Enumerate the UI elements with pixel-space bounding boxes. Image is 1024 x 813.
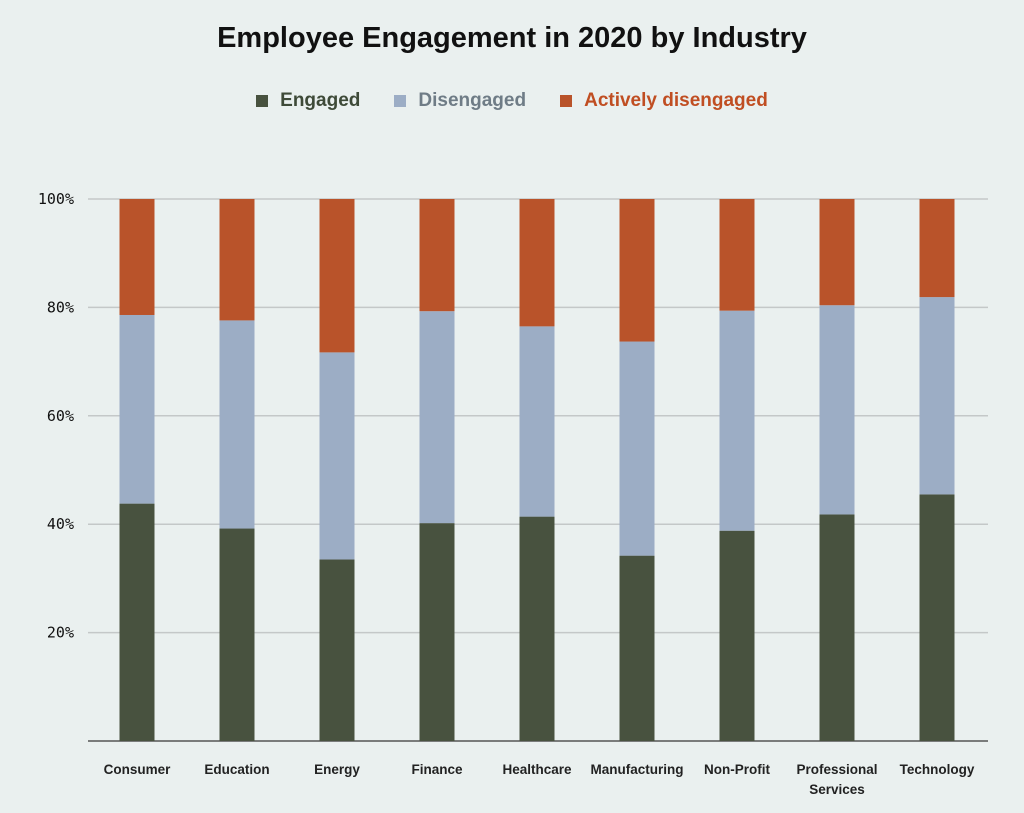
- y-tick-label: 40%: [47, 515, 74, 533]
- y-tick-label: 100%: [38, 190, 74, 208]
- bar-actively-disengaged: [819, 199, 855, 306]
- bar-actively-disengaged: [519, 199, 555, 327]
- bar-disengaged: [319, 352, 355, 560]
- bar-engaged: [619, 555, 655, 741]
- x-tick-label: Healthcare: [502, 762, 572, 777]
- bar-engaged: [419, 523, 455, 741]
- bar-disengaged: [519, 326, 555, 517]
- legend-label: Disengaged: [418, 90, 527, 111]
- bar-engaged: [919, 494, 955, 741]
- bar-engaged: [219, 528, 255, 741]
- legend: Engaged Disengaged Actively disengaged: [0, 90, 1024, 112]
- legend-item-engaged: Engaged: [256, 90, 360, 112]
- bar-actively-disengaged: [119, 199, 155, 315]
- y-tick-label: 80%: [47, 298, 74, 316]
- legend-swatch: [256, 95, 269, 107]
- legend-item-disengaged: Disengaged: [394, 90, 526, 112]
- legend-item-actively-disengaged: Actively disengaged: [560, 90, 768, 112]
- x-tick-label: Non-Profit: [704, 762, 770, 777]
- bar-engaged: [819, 514, 855, 741]
- legend-label: Actively disengaged: [584, 90, 768, 111]
- bar-engaged: [119, 503, 155, 741]
- bar-disengaged: [719, 310, 755, 531]
- x-tick-label: Manufacturing: [591, 762, 684, 777]
- legend-swatch: [560, 95, 573, 107]
- bar-actively-disengaged: [919, 199, 955, 298]
- bar-actively-disengaged: [319, 199, 355, 353]
- y-tick-label: 20%: [47, 624, 74, 642]
- bar-disengaged: [219, 320, 255, 529]
- x-tick-label: Professional: [796, 762, 877, 777]
- chart-title: Employee Engagement in 2020 by Industry: [217, 22, 807, 54]
- x-tick-label: Education: [204, 762, 269, 777]
- bar-engaged: [719, 530, 755, 741]
- legend-label: Engaged: [280, 90, 361, 111]
- y-tick-label: 60%: [47, 407, 74, 425]
- bar-actively-disengaged: [619, 199, 655, 342]
- bar-engaged: [319, 559, 355, 741]
- bar-engaged: [519, 516, 555, 741]
- x-tick-label: Technology: [900, 762, 975, 777]
- bar-disengaged: [419, 311, 455, 524]
- x-tick-label: Services: [809, 782, 865, 797]
- bar-disengaged: [619, 341, 655, 556]
- x-tick-label: Consumer: [104, 762, 172, 777]
- x-tick-label: Finance: [411, 762, 463, 777]
- legend-swatch: [394, 95, 407, 107]
- x-tick-label: Energy: [314, 762, 360, 777]
- bar-actively-disengaged: [719, 199, 755, 311]
- bar-disengaged: [919, 297, 955, 495]
- bar-actively-disengaged: [219, 199, 255, 321]
- bar-actively-disengaged: [419, 199, 455, 312]
- bar-disengaged: [119, 314, 155, 504]
- bar-disengaged: [819, 305, 855, 515]
